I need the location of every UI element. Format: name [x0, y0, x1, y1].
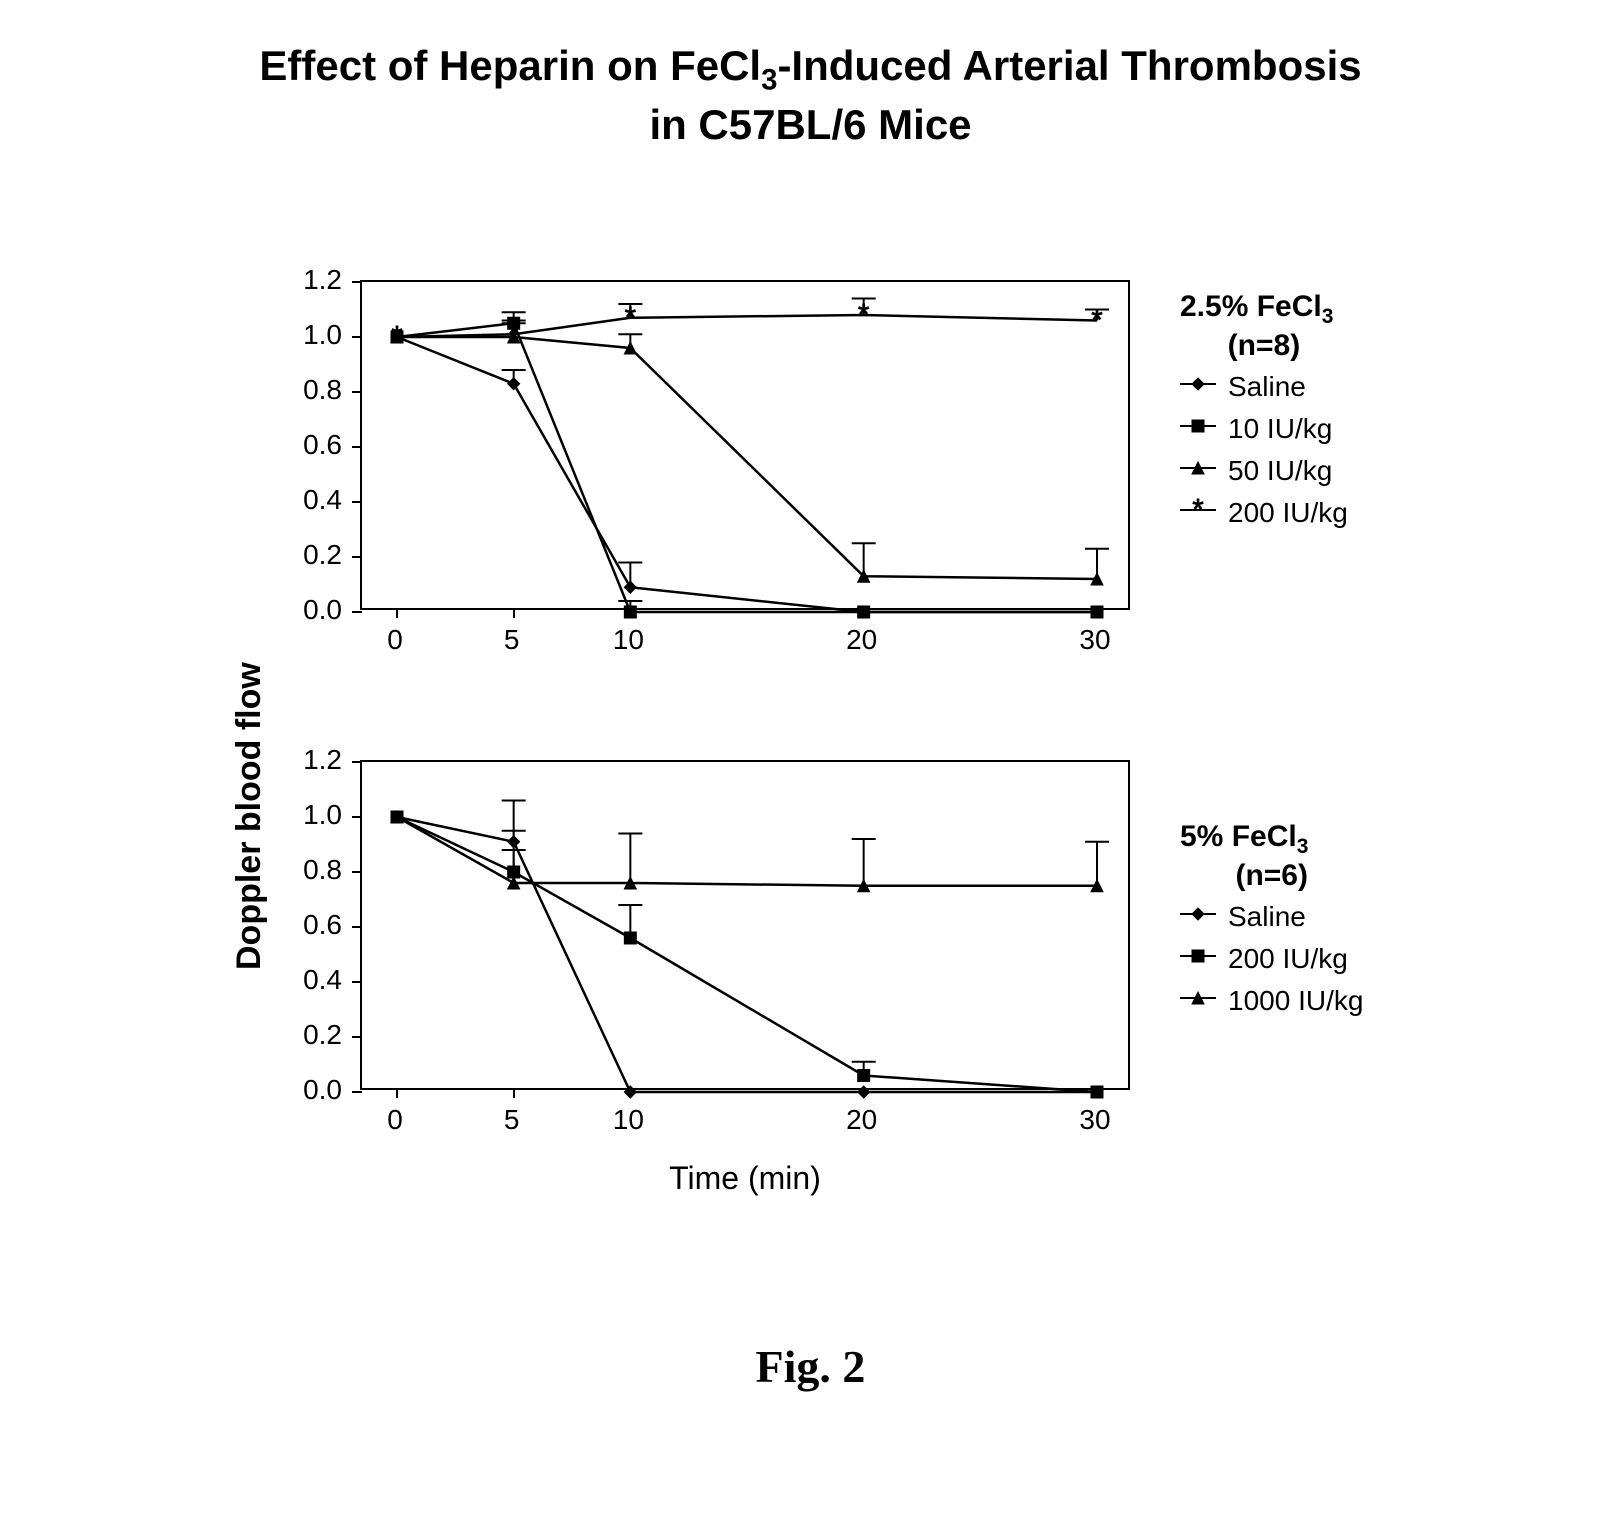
bottom-legend-title: 5% FeCl3	[1180, 820, 1363, 859]
svg-text:*: *	[508, 318, 519, 350]
legend-label: 200 IU/kg	[1228, 497, 1348, 529]
legend-item: Saline	[1180, 901, 1363, 933]
bottom-legend: 5% FeCl3 (n=6) Saline 200 IU/kg 1000 IU/kg	[1180, 820, 1363, 1027]
legend-item: 10 IU/kg	[1180, 413, 1348, 445]
bottom-legend-items: Saline 200 IU/kg 1000 IU/kg	[1180, 901, 1363, 1017]
x-tick-label: 10	[598, 624, 658, 656]
svg-text:*: *	[1192, 494, 1203, 526]
legend-item: 1000 IU/kg	[1180, 985, 1363, 1017]
top-legend-title-a: 2.5% FeCl	[1180, 290, 1322, 323]
bottom-legend-subtitle: (n=6)	[1180, 859, 1363, 893]
y-tick-label: 1.2	[282, 744, 342, 776]
title-text-line2: in C57BL/6 Mice	[649, 101, 971, 148]
y-tick-label: 0.2	[282, 1019, 342, 1051]
title-text-b: -Induced Arterial Thrombosis	[777, 42, 1361, 89]
y-tick-label: 0.0	[282, 1074, 342, 1106]
bottom-legend-title-sub: 3	[1297, 835, 1309, 858]
y-tick-label: 0.0	[282, 594, 342, 626]
x-tick-label: 20	[832, 624, 892, 656]
bottom-chart-svg	[362, 762, 1132, 1092]
y-tick-label: 0.8	[282, 854, 342, 886]
legend-item: 50 IU/kg	[1180, 455, 1348, 487]
legend-marker-icon	[1180, 371, 1216, 403]
x-axis-label: Time (min)	[360, 1160, 1130, 1197]
bottom-plot-area	[360, 760, 1130, 1090]
legend-marker-icon	[1180, 901, 1216, 933]
y-tick-label: 1.0	[282, 319, 342, 351]
legend-label: 10 IU/kg	[1228, 413, 1332, 445]
svg-text:*: *	[1091, 305, 1102, 337]
x-tick-label: 20	[832, 1104, 892, 1136]
top-plot-area: * * * * *	[360, 280, 1130, 610]
legend-label: 50 IU/kg	[1228, 455, 1332, 487]
svg-text:*: *	[858, 299, 869, 331]
legend-marker-icon	[1180, 985, 1216, 1017]
bottom-chart: 0.00.20.40.60.81.01.205102030	[360, 760, 1130, 1090]
bottom-legend-title-a: 5% FeCl	[1180, 820, 1297, 853]
y-tick-label: 0.4	[282, 484, 342, 516]
legend-marker-icon	[1180, 455, 1216, 487]
legend-label: 1000 IU/kg	[1228, 985, 1363, 1017]
y-tick-label: 1.2	[282, 264, 342, 296]
x-tick-label: 5	[482, 1104, 542, 1136]
y-tick-label: 0.6	[282, 429, 342, 461]
top-chart-svg: * * * * *	[362, 282, 1132, 612]
legend-label: Saline	[1228, 371, 1306, 403]
y-tick-label: 0.6	[282, 909, 342, 941]
top-legend-title: 2.5% FeCl3	[1180, 290, 1348, 329]
y-tick-label: 0.8	[282, 374, 342, 406]
legend-label: 200 IU/kg	[1228, 943, 1348, 975]
top-legend-title-sub: 3	[1322, 305, 1334, 328]
y-tick-label: 1.0	[282, 799, 342, 831]
x-tick-label: 10	[598, 1104, 658, 1136]
svg-text:*: *	[625, 302, 636, 334]
title-sub: 3	[761, 63, 777, 96]
y-tick-label: 0.2	[282, 539, 342, 571]
top-chart: ***** 0.00.20.40.60.81.01.205102030	[360, 280, 1130, 610]
legend-marker-icon: *	[1180, 497, 1216, 529]
x-tick-label: 30	[1065, 1104, 1125, 1136]
x-tick-label: 0	[365, 1104, 425, 1136]
legend-item: * 200 IU/kg	[1180, 497, 1348, 529]
top-legend-subtitle: (n=8)	[1180, 329, 1348, 363]
x-tick-label: 30	[1065, 624, 1125, 656]
top-legend-items: Saline 10 IU/kg 50 IU/kg * 200 IU/kg	[1180, 371, 1348, 529]
x-tick-label: 5	[482, 624, 542, 656]
legend-label: Saline	[1228, 901, 1306, 933]
title-text-a: Effect of Heparin on FeCl	[259, 42, 761, 89]
figure-caption: Fig. 2	[0, 1340, 1621, 1393]
y-axis-label: Doppler blood flow	[230, 662, 269, 970]
figure-page: Effect of Heparin on FeCl3-Induced Arter…	[0, 0, 1621, 1533]
svg-text:*: *	[391, 321, 402, 353]
legend-marker-icon	[1180, 413, 1216, 445]
figure-title: Effect of Heparin on FeCl3-Induced Arter…	[0, 40, 1621, 152]
legend-item: Saline	[1180, 371, 1348, 403]
x-tick-label: 0	[365, 624, 425, 656]
legend-marker-icon	[1180, 943, 1216, 975]
y-tick-label: 0.4	[282, 964, 342, 996]
top-legend: 2.5% FeCl3 (n=8) Saline 10 IU/kg 50 IU/kg *…	[1180, 290, 1348, 539]
legend-item: 200 IU/kg	[1180, 943, 1363, 975]
